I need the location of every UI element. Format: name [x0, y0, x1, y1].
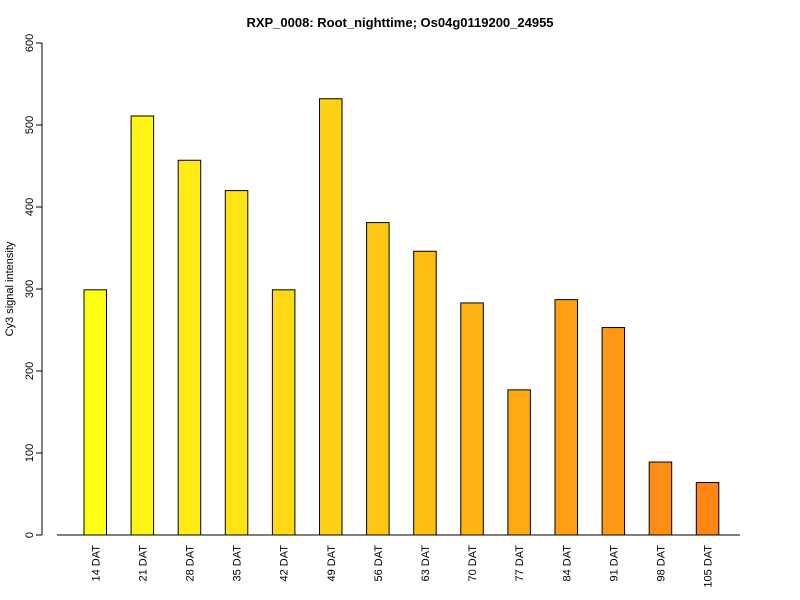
bar: [413, 250, 437, 536]
x-tick-label: 98 DAT: [655, 545, 667, 582]
bar: [695, 482, 720, 536]
bar: [601, 327, 626, 536]
bar: [648, 461, 673, 536]
x-tick-label: 63 DAT: [420, 545, 432, 582]
y-tick-label: 200: [24, 362, 36, 380]
bar: [130, 115, 155, 536]
y-tick-label: 100: [24, 444, 36, 462]
bar: [224, 190, 249, 536]
bar: [366, 222, 390, 536]
x-tick-label: 14 DAT: [90, 545, 102, 582]
x-tick-label: 70 DAT: [467, 545, 479, 582]
bar: [319, 98, 343, 536]
y-axis-label: Cy3 signal intensity: [4, 241, 16, 336]
x-tick-label: 91 DAT: [608, 545, 620, 582]
bar: [271, 289, 296, 536]
x-tick-label: 84 DAT: [561, 545, 573, 582]
y-axis: 0 100 200 300 400 500 600: [24, 34, 43, 538]
x-tick-label: 56 DAT: [373, 545, 385, 582]
x-axis-tick-labels: 14 DAT 21 DAT 28 DAT 35 DAT 42 DAT 49 DAT 56 D…: [90, 545, 714, 588]
bar: [83, 289, 107, 536]
bar: [460, 302, 484, 536]
chart-title: RXP_0008: Root_nighttime; Os04g0119200_2…: [246, 15, 553, 30]
x-tick-label: 35 DAT: [232, 545, 244, 582]
y-tick-label: 0: [24, 532, 36, 538]
x-tick-label: 105 DAT: [703, 545, 715, 588]
y-tick-label: 300: [24, 280, 36, 298]
bar: [554, 299, 578, 536]
x-tick-label: 49 DAT: [326, 545, 338, 582]
bar: [507, 389, 531, 536]
bars: [83, 98, 720, 536]
x-tick-label: 28 DAT: [184, 545, 196, 582]
bar: [177, 159, 202, 536]
x-tick-label: 77 DAT: [514, 545, 526, 582]
x-tick-label: 42 DAT: [279, 545, 291, 582]
y-tick-label: 500: [24, 116, 36, 134]
y-tick-label: 600: [24, 34, 36, 52]
y-tick-label: 400: [24, 198, 36, 216]
x-tick-label: 21 DAT: [137, 545, 149, 582]
